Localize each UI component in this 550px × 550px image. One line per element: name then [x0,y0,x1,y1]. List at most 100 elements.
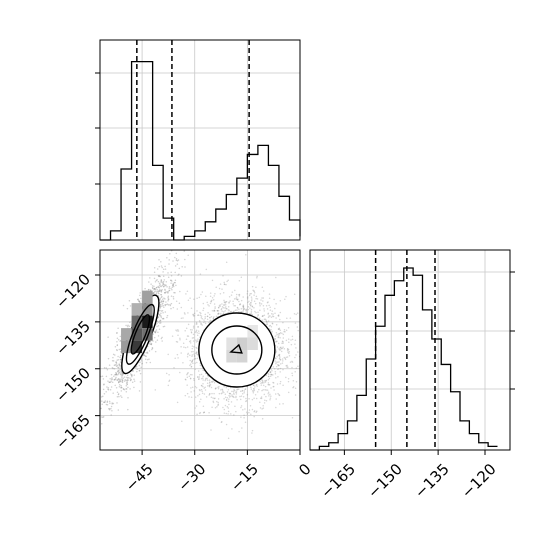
scatter-point [170,279,172,282]
scatter-point [139,292,141,294]
scatter-point [251,390,254,392]
scatter-point [134,366,137,369]
scatter-point [154,331,156,333]
scatter-point [245,411,248,413]
scatter-point [253,415,255,418]
scatter-point [251,432,253,434]
scatter-point [159,309,161,312]
scatter-point [159,307,162,309]
scatter-point [235,395,237,398]
scatter-point [235,391,238,393]
scatter-point [186,372,189,375]
scatter-point [212,400,214,403]
scatter-point [253,291,256,294]
scatter-point [126,383,128,386]
scatter-point [229,310,232,313]
scatter-point [203,411,206,414]
scatter-point [138,300,141,302]
scatter-point [148,288,150,291]
scatter-point [236,389,238,391]
scatter-point [266,308,269,310]
scatter-point [228,394,230,397]
scatter-point [275,365,278,368]
scatter-point [213,295,215,297]
scatter-point [161,298,164,300]
scatter-point [232,392,235,394]
scatter-point [159,290,161,292]
scatter-point [116,340,118,343]
scatter-point [274,360,276,362]
scatter-point [144,355,147,357]
scatter-point [139,381,142,383]
scatter-point [195,341,198,343]
scatter-point [119,373,122,375]
scatter-point [121,396,123,398]
scatter-point [250,388,253,390]
scatter-point [264,399,266,402]
scatter-point [234,309,237,312]
scatter-point [158,275,161,278]
scatter-point [100,407,102,410]
scatter-point [122,377,125,380]
scatter-point [157,294,160,297]
scatter-point [108,381,111,384]
scatter-point [294,370,296,373]
scatter-point [242,305,245,307]
scatter-point [242,305,244,307]
scatter-point [137,299,140,302]
scatter-point [193,345,195,348]
scatter-point [123,376,126,378]
scatter-point [199,411,202,414]
scatter-point [283,328,286,331]
scatter-point [184,378,187,380]
scatter-point [267,301,269,303]
scatter-point [193,353,195,355]
scatter-point [256,410,258,413]
scatter-point [193,354,196,357]
scatter-point [196,361,198,364]
scatter-point [114,384,116,387]
scatter-point [252,384,255,386]
scatter-point [162,281,164,284]
scatter-point [256,383,258,386]
scatter-point [186,392,189,395]
scatter-point [199,273,202,275]
scatter-point [157,280,160,283]
scatter-point [248,398,250,400]
scatter-point [253,410,256,412]
scatter-point [241,427,243,429]
scatter-point [248,303,251,305]
scatter-point [168,285,171,288]
scatter-point [127,379,129,382]
scatter-point [176,308,179,310]
scatter-point [201,318,204,320]
scatter-point [157,290,159,292]
scatter-point [260,303,263,305]
scatter-point [222,307,225,309]
scatter-point [179,371,181,374]
scatter-point [272,313,274,315]
scatter-point [108,407,110,410]
scatter-point [153,287,155,290]
scatter-point [242,306,245,309]
scatter-point [277,392,279,395]
scatter-point [162,268,165,270]
scatter-point [153,293,155,295]
scatter-point [273,389,275,391]
scatter-point [115,361,117,363]
scatter-point [295,347,297,349]
scatter-point [113,375,115,378]
scatter-point [120,384,122,387]
scatter-point [160,312,162,315]
scatter-point [277,342,280,345]
scatter-point [176,341,179,343]
scatter-point [223,312,225,315]
scatter-point [98,402,100,404]
scatter-point [285,356,288,358]
scatter-point [144,287,146,290]
scatter-point [277,364,280,367]
scatter-point [187,299,190,301]
scatter-point [183,250,186,252]
scatter-point [135,365,138,368]
scatter-point [116,379,118,381]
